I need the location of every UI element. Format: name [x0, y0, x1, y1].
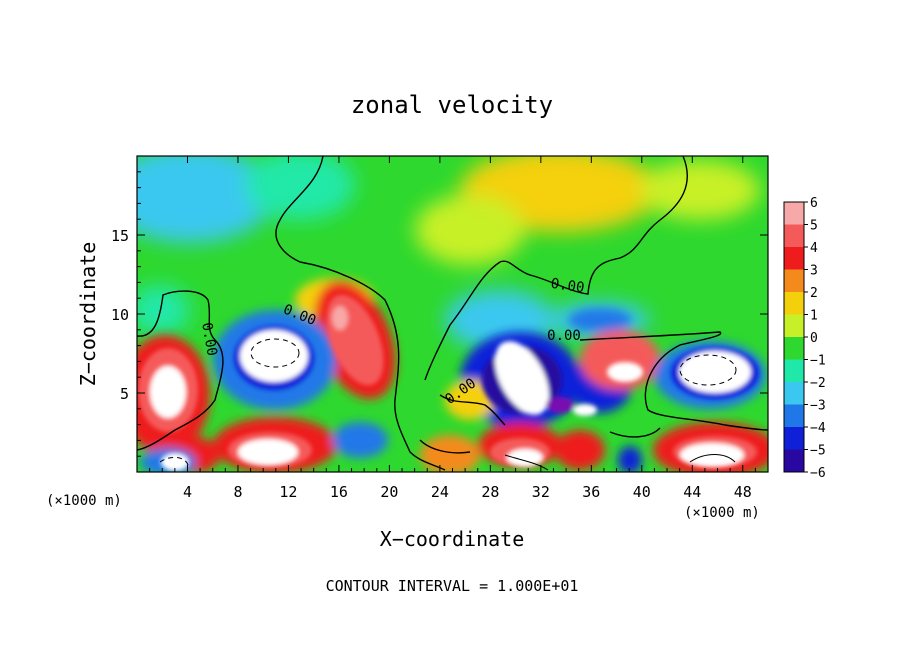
colorbar-label: 3 — [810, 264, 818, 279]
colorbar-label: −3 — [810, 399, 826, 414]
x-tick-label: 24 — [431, 483, 449, 501]
colorbar-swatch — [784, 404, 804, 428]
colorbar-label: −5 — [810, 444, 826, 459]
zero-contours — [137, 156, 768, 471]
x-tick-label: 12 — [279, 483, 297, 501]
colorbar: 6 5 4 3 2 1 0 −1 −2 −3 −4 −5 −6 — [783, 196, 826, 481]
colorbar-label: −4 — [810, 421, 826, 436]
colorbar-label: −2 — [810, 376, 826, 391]
colorbar-swatch — [784, 202, 804, 225]
colorbar-swatch — [784, 224, 804, 248]
contour-interval-note: CONTOUR INTERVAL = 1.000E+01 — [326, 577, 579, 595]
colorbar-label: 4 — [810, 241, 818, 256]
y-tick-label: 5 — [120, 385, 129, 403]
y-axis-title: Z−coordinate — [76, 242, 100, 387]
colorbar-label: 1 — [810, 309, 818, 324]
x-tick-label: 8 — [233, 483, 242, 501]
field-layer-fine — [138, 294, 759, 471]
negative-contours — [159, 338, 737, 466]
colorbar-label: 2 — [810, 286, 818, 301]
colorbar-swatch — [784, 427, 804, 450]
colorbar-swatch — [784, 314, 804, 338]
x-tick-label: 20 — [380, 483, 398, 501]
colorbar-label: 5 — [810, 219, 818, 234]
chart-title: zonal velocity — [351, 91, 553, 119]
colorbar-label: 0 — [810, 331, 818, 346]
colorbar-swatch — [784, 359, 804, 383]
colorbar-label: −6 — [810, 466, 826, 481]
x-axis-title: X−coordinate — [380, 527, 525, 551]
colorbar-swatch — [784, 247, 804, 270]
positive-contours — [504, 454, 736, 471]
x-tick-label: 4 — [183, 483, 192, 501]
x-axis: 4 8 12 16 20 24 28 32 36 40 44 48 — [149, 156, 756, 501]
x-tick-label: 44 — [683, 483, 701, 501]
x-tick-label: 40 — [633, 483, 651, 501]
x-tick-label: 16 — [330, 483, 348, 501]
x-tick-label: 28 — [481, 483, 499, 501]
x-unit-label-right: (×1000 m) — [684, 505, 760, 521]
colorbar-swatch — [784, 269, 804, 293]
y-tick-label: 15 — [111, 227, 129, 245]
contour-label: 0.00 — [198, 321, 220, 357]
x-tick-label: 48 — [734, 483, 752, 501]
colorbar-swatch — [784, 337, 804, 360]
velocity-field — [137, 156, 768, 472]
x-tick-label: 36 — [582, 483, 600, 501]
x-unit-label-left: (×1000 m) — [46, 493, 122, 509]
colorbar-swatch — [784, 449, 804, 473]
y-axis: 5 10 15 — [111, 171, 768, 457]
y-tick-label: 10 — [111, 306, 129, 324]
field-layer-broad — [137, 156, 760, 350]
colorbar-swatch — [784, 292, 804, 315]
colorbar-label: −1 — [810, 354, 826, 369]
colorbar-label: 6 — [810, 196, 818, 211]
colorbar-swatch — [784, 382, 804, 405]
contour-label: 0.00 — [550, 276, 586, 297]
contour-label: 0.00 — [547, 328, 581, 344]
x-tick-label: 32 — [532, 483, 550, 501]
